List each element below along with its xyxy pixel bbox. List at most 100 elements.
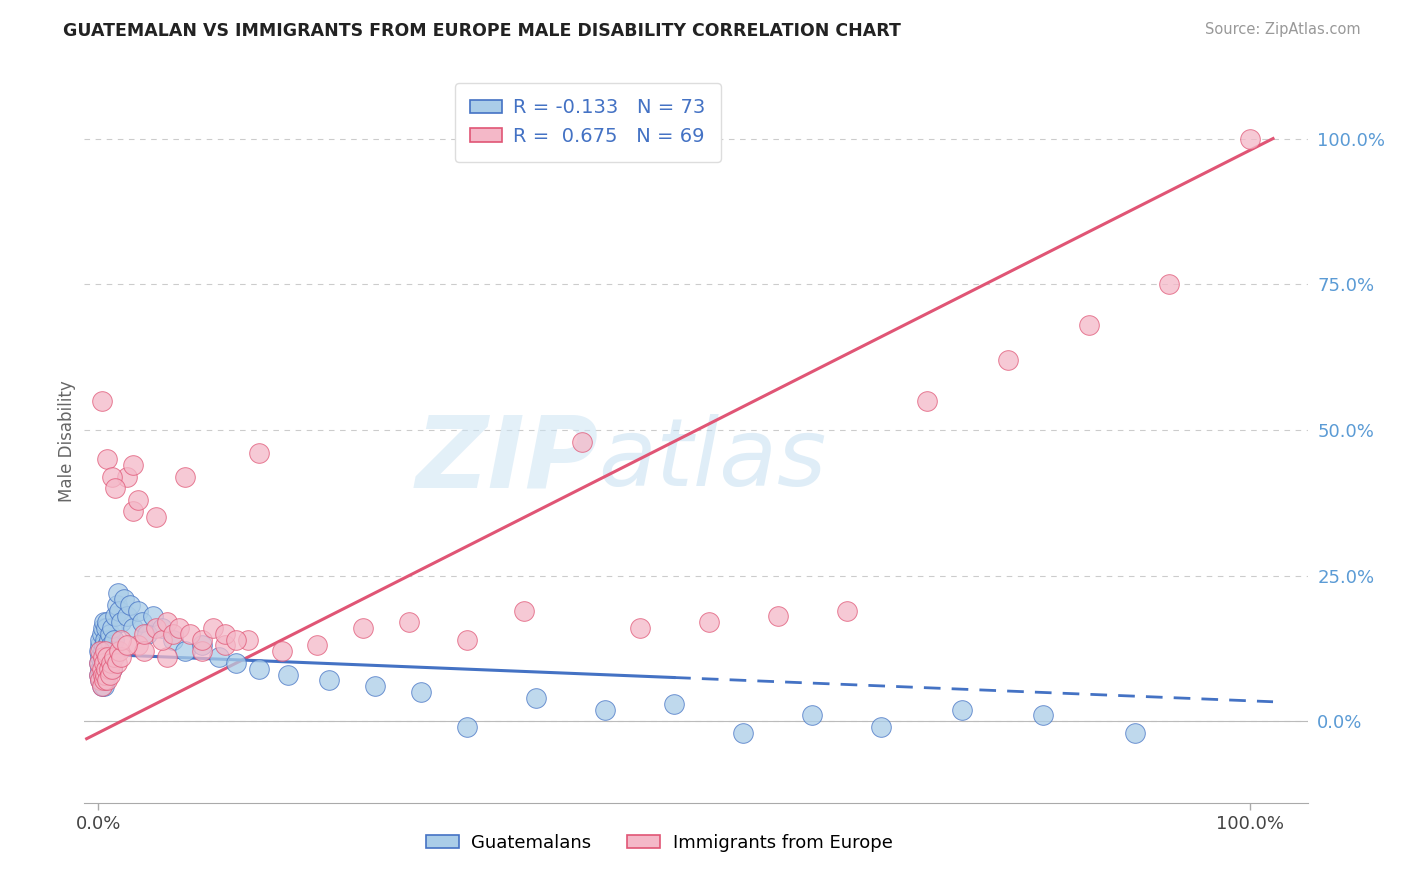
Point [191, 644, 214, 658]
Point [98, 667, 121, 681]
Point [173, 644, 195, 658]
Point [96, 662, 118, 676]
Point [249, 662, 271, 676]
Point [145, 621, 167, 635]
Point [89, 639, 111, 653]
Point [456, 632, 478, 647]
Point [249, 446, 271, 460]
Point [93, 656, 115, 670]
Point [96, 667, 118, 681]
Point [134, 644, 156, 658]
Point [96, 673, 118, 688]
Point [96, 621, 118, 635]
Point [134, 627, 156, 641]
Point [593, 702, 616, 716]
Point [94, 650, 117, 665]
Point [96, 615, 118, 630]
Point [89, 632, 111, 647]
Point [305, 639, 328, 653]
Point [128, 603, 150, 617]
Point [89, 650, 111, 665]
Point [997, 353, 1019, 368]
Point [225, 632, 247, 647]
Point [697, 615, 720, 630]
Point [96, 452, 118, 467]
Point [96, 662, 118, 676]
Point [90, 679, 112, 693]
Point [93, 656, 115, 670]
Point [363, 679, 385, 693]
Point [214, 639, 236, 653]
Point [162, 632, 184, 647]
Point [94, 632, 117, 647]
Point [121, 621, 143, 635]
Point [150, 632, 173, 647]
Point [89, 644, 111, 658]
Point [115, 469, 138, 483]
Point [318, 673, 340, 688]
Point [90, 679, 112, 693]
Point [101, 469, 124, 483]
Point [950, 702, 973, 716]
Point [89, 644, 111, 658]
Point [191, 632, 214, 647]
Point [202, 621, 225, 635]
Point [93, 667, 115, 681]
Point [352, 621, 374, 635]
Point [103, 650, 125, 665]
Point [96, 644, 118, 658]
Point [98, 650, 121, 665]
Point [89, 656, 111, 670]
Point [97, 662, 120, 676]
Point [131, 615, 153, 630]
Point [100, 656, 122, 670]
Point [571, 434, 593, 449]
Point [100, 639, 122, 653]
Text: Source: ZipAtlas.com: Source: ZipAtlas.com [1205, 22, 1361, 37]
Point [89, 673, 111, 688]
Point [766, 609, 789, 624]
Point [97, 656, 120, 670]
Point [513, 603, 536, 617]
Point [801, 708, 824, 723]
Point [91, 621, 114, 635]
Point [1159, 277, 1181, 292]
Point [101, 644, 124, 658]
Point [96, 650, 118, 665]
Point [101, 621, 124, 635]
Point [89, 667, 111, 681]
Point [110, 632, 132, 647]
Point [1032, 708, 1054, 723]
Point [93, 673, 115, 688]
Point [96, 639, 118, 653]
Point [112, 591, 135, 606]
Point [94, 667, 117, 681]
Text: GUATEMALAN VS IMMIGRANTS FROM EUROPE MALE DISABILITY CORRELATION CHART: GUATEMALAN VS IMMIGRANTS FROM EUROPE MAL… [63, 22, 901, 40]
Point [89, 656, 111, 670]
Point [208, 650, 231, 665]
Point [107, 586, 129, 600]
Point [110, 615, 132, 630]
Point [628, 621, 651, 635]
Point [179, 627, 201, 641]
Point [142, 609, 165, 624]
Point [104, 609, 127, 624]
Point [121, 504, 143, 518]
Point [1239, 131, 1261, 145]
Point [90, 656, 112, 670]
Point [89, 673, 111, 688]
Point [409, 685, 432, 699]
Point [1077, 318, 1099, 332]
Point [108, 603, 131, 617]
Point [398, 615, 420, 630]
Point [271, 644, 294, 658]
Point [145, 510, 167, 524]
Point [524, 690, 547, 705]
Point [90, 393, 112, 408]
Point [101, 662, 124, 676]
Point [120, 598, 142, 612]
Point [236, 632, 259, 647]
Point [97, 632, 120, 647]
Point [870, 720, 893, 734]
Point [90, 662, 112, 676]
